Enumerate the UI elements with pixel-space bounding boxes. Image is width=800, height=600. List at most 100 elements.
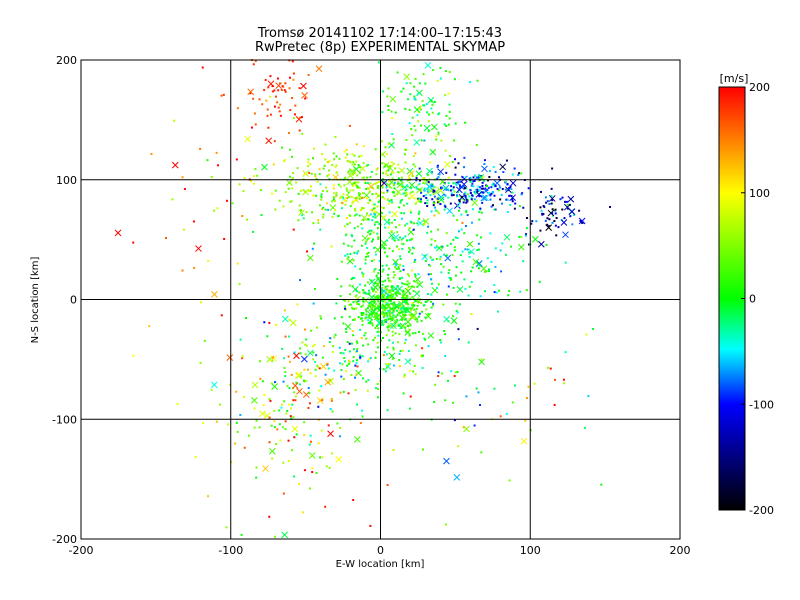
meteor-point (338, 157, 341, 160)
meteor-point (423, 187, 426, 190)
meteor-point (417, 301, 420, 304)
meteor-point (269, 95, 272, 98)
meteor-point (400, 212, 403, 215)
meteor-point (394, 292, 397, 295)
meteor-point (295, 433, 298, 436)
meteor-point (367, 343, 370, 346)
meteor-point (518, 172, 521, 175)
meteor-point (360, 305, 363, 308)
meteor-point (431, 111, 434, 114)
meteor-point (480, 187, 483, 190)
meteor-point (402, 325, 405, 328)
meteor-cross-marker (503, 233, 511, 241)
meteor-point (484, 270, 487, 273)
meteor-point (223, 237, 226, 240)
meteor-point (486, 257, 489, 260)
meteor-point (323, 164, 326, 167)
meteor-point (400, 176, 403, 179)
meteor-point (366, 307, 369, 310)
meteor-point (348, 124, 351, 127)
meteor-point (334, 333, 337, 336)
meteor-point (336, 422, 339, 425)
meteor-point (412, 155, 415, 158)
meteor-cross-marker (368, 278, 376, 286)
meteor-cross-marker (547, 209, 555, 217)
meteor-point (339, 362, 342, 365)
meteor-cross-marker (466, 240, 474, 248)
meteor-point (490, 205, 493, 208)
meteor-point (374, 253, 377, 256)
meteor-point (340, 195, 343, 198)
meteor-point (513, 167, 516, 170)
meteor-point (546, 200, 549, 203)
meteor-point (555, 234, 558, 237)
meteor-point (504, 253, 507, 256)
meteor-point (454, 274, 457, 277)
meteor-point (430, 230, 433, 233)
chart-subtitle: RwPretec (8p) EXPERIMENTAL SKYMAP (255, 40, 505, 55)
meteor-point (278, 423, 281, 426)
meteor-point (454, 173, 457, 176)
meteor-point (495, 291, 498, 294)
meteor-point (434, 383, 437, 386)
meteor-point (456, 311, 459, 314)
meteor-point (494, 185, 497, 188)
meteor-point (317, 219, 320, 222)
meteor-point (385, 303, 388, 306)
meteor-point (401, 318, 404, 321)
meteor-point (386, 191, 389, 194)
meteor-point (456, 219, 459, 222)
meteor-point (365, 255, 368, 258)
meteor-cross-marker (437, 196, 445, 204)
meteor-point (319, 456, 322, 459)
meteor-point (526, 397, 529, 400)
meteor-point (252, 182, 255, 185)
y-tick-label: 200 (56, 54, 77, 67)
meteor-point (383, 297, 386, 300)
meteor-point (394, 266, 397, 269)
meteor-point (359, 422, 362, 425)
meteor-point (455, 309, 458, 312)
meteor-point (454, 166, 457, 169)
meteor-point (263, 89, 266, 92)
meteor-point (447, 188, 450, 191)
meteor-point (340, 316, 343, 319)
meteor-point (299, 209, 302, 212)
meteor-point (539, 229, 542, 232)
meteor-point (422, 73, 425, 76)
meteor-point (385, 170, 388, 173)
meteor-point (349, 205, 352, 208)
meteor-point (293, 391, 296, 394)
meteor-point (343, 150, 346, 153)
meteor-point (397, 248, 400, 251)
meteor-point (364, 262, 367, 265)
meteor-cross-marker (374, 246, 382, 254)
meteor-point (256, 174, 259, 177)
meteor-point (368, 233, 371, 236)
meteor-point (378, 199, 381, 202)
meteor-point (375, 168, 378, 171)
meteor-point (381, 178, 384, 181)
meteor-point (411, 304, 414, 307)
meteor-point (477, 185, 480, 188)
meteor-point (437, 283, 440, 286)
meteor-point (278, 199, 281, 202)
meteor-point (355, 340, 358, 343)
meteor-cross-marker (210, 381, 218, 389)
meteor-point (374, 326, 377, 329)
meteor-point (408, 227, 411, 230)
meteor-point (473, 198, 476, 201)
meteor-point (364, 308, 367, 311)
meteor-point (354, 181, 357, 184)
meteor-point (287, 459, 290, 462)
meteor-point (351, 173, 354, 176)
meteor-point (343, 184, 346, 187)
meteor-point (318, 389, 321, 392)
meteor-point (255, 419, 258, 422)
meteor-cross-marker (578, 217, 586, 225)
meteor-cross-marker (478, 358, 485, 366)
meteor-point (365, 313, 368, 316)
meteor-point (365, 380, 368, 383)
meteor-point (457, 209, 460, 212)
meteor-point (361, 409, 364, 412)
